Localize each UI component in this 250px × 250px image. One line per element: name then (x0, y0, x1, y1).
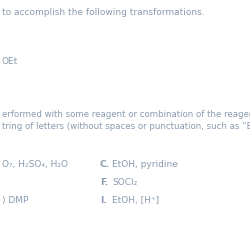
Text: F.: F. (100, 178, 108, 187)
Text: EtOH, pyridine: EtOH, pyridine (112, 160, 178, 169)
Text: I.: I. (100, 196, 107, 205)
Text: C.: C. (100, 160, 110, 169)
Text: O₇, H₂SO₄, H₂O: O₇, H₂SO₄, H₂O (2, 160, 68, 169)
Text: ) DMP: ) DMP (2, 196, 29, 205)
Text: EtOH, [H⁺]: EtOH, [H⁺] (112, 196, 159, 205)
Text: erformed with some reagent or combination of the reagents l: erformed with some reagent or combinatio… (2, 110, 250, 119)
Text: OEt: OEt (2, 57, 18, 66)
Text: tring of letters (without spaces or punctuation, such as “EBF”: tring of letters (without spaces or punc… (2, 122, 250, 131)
Text: to accomplish the following transformations.: to accomplish the following transformati… (2, 8, 204, 17)
Text: SOCl₂: SOCl₂ (112, 178, 137, 187)
